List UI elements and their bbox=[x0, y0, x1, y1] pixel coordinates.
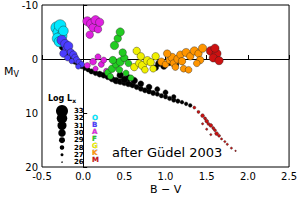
svg-text:30: 30 bbox=[74, 128, 84, 137]
svg-text:K: K bbox=[92, 149, 98, 157]
svg-text:28: 28 bbox=[74, 143, 84, 152]
svg-text:20: 20 bbox=[25, 161, 38, 173]
svg-text:1.0: 1.0 bbox=[158, 171, 174, 182]
svg-text:B: B bbox=[92, 121, 98, 129]
svg-text:M: M bbox=[4, 65, 14, 78]
svg-text:2.5: 2.5 bbox=[281, 171, 297, 182]
svg-text:after Güdel 2003: after Güdel 2003 bbox=[112, 145, 222, 160]
svg-text:33: 33 bbox=[74, 107, 84, 115]
svg-text:31: 31 bbox=[74, 121, 84, 130]
svg-text:A: A bbox=[92, 128, 98, 136]
svg-text:26: 26 bbox=[74, 158, 84, 166]
svg-text:x: x bbox=[72, 97, 76, 104]
svg-text:V: V bbox=[13, 70, 19, 79]
svg-text:27: 27 bbox=[74, 150, 84, 159]
svg-text:M: M bbox=[92, 156, 99, 164]
svg-text:0.0: 0.0 bbox=[75, 171, 91, 182]
svg-text:-0.5: -0.5 bbox=[32, 171, 52, 182]
svg-text:32: 32 bbox=[74, 114, 84, 123]
svg-text:2.0: 2.0 bbox=[240, 171, 256, 182]
svg-text:F: F bbox=[92, 135, 97, 143]
svg-text:0: 0 bbox=[32, 54, 38, 65]
svg-text:-10: -10 bbox=[22, 0, 38, 11]
svg-text:G: G bbox=[92, 142, 98, 150]
svg-text:1.5: 1.5 bbox=[199, 171, 215, 182]
svg-text:O: O bbox=[92, 114, 98, 122]
svg-text:29: 29 bbox=[74, 136, 84, 145]
svg-text:10: 10 bbox=[25, 108, 38, 119]
svg-text:B − V: B − V bbox=[150, 183, 182, 196]
svg-text:0.5: 0.5 bbox=[116, 171, 132, 182]
svg-text:Log L: Log L bbox=[48, 94, 72, 103]
